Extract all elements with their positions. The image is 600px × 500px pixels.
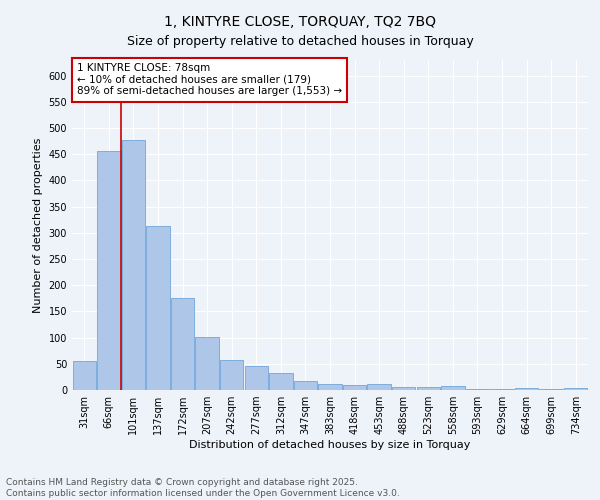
- Bar: [171, 298, 194, 390]
- Text: 1 KINTYRE CLOSE: 78sqm
← 10% of detached houses are smaller (179)
89% of semi-de: 1 KINTYRE CLOSE: 78sqm ← 10% of detached…: [77, 64, 342, 96]
- Bar: [220, 360, 244, 390]
- X-axis label: Distribution of detached houses by size in Torquay: Distribution of detached houses by size …: [190, 440, 470, 450]
- Bar: [97, 150, 121, 390]
- Bar: [294, 381, 317, 390]
- Bar: [196, 337, 219, 390]
- Text: Size of property relative to detached houses in Torquay: Size of property relative to detached ho…: [127, 35, 473, 48]
- Bar: [73, 361, 96, 390]
- Bar: [416, 388, 440, 390]
- Text: Contains HM Land Registry data © Crown copyright and database right 2025.
Contai: Contains HM Land Registry data © Crown c…: [6, 478, 400, 498]
- Text: 1, KINTYRE CLOSE, TORQUAY, TQ2 7BQ: 1, KINTYRE CLOSE, TORQUAY, TQ2 7BQ: [164, 15, 436, 29]
- Bar: [343, 385, 366, 390]
- Bar: [515, 388, 538, 390]
- Bar: [269, 373, 293, 390]
- Bar: [122, 140, 145, 390]
- Bar: [245, 366, 268, 390]
- Bar: [466, 389, 489, 390]
- Bar: [367, 384, 391, 390]
- Bar: [319, 384, 341, 390]
- Bar: [564, 388, 587, 390]
- Bar: [392, 387, 415, 390]
- Y-axis label: Number of detached properties: Number of detached properties: [33, 138, 43, 312]
- Bar: [441, 386, 464, 390]
- Bar: [146, 226, 170, 390]
